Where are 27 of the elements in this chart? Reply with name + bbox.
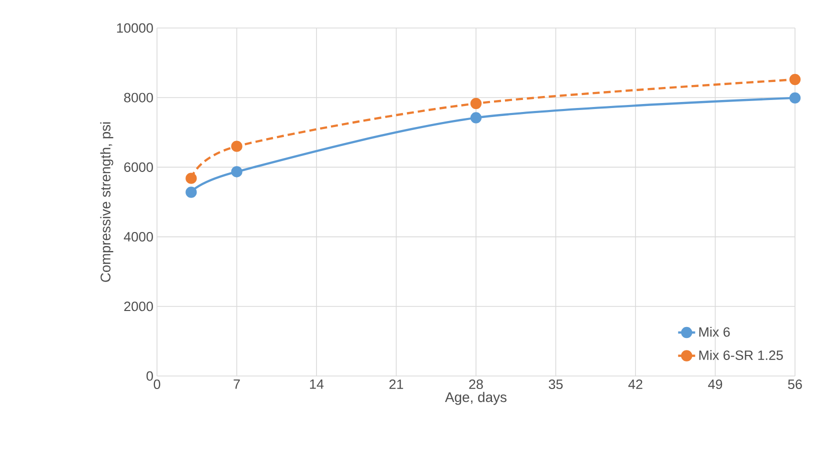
x-tick-label: 28 (469, 380, 483, 390)
point (470, 112, 482, 124)
point (789, 74, 801, 86)
point (186, 186, 197, 198)
point (186, 172, 197, 184)
x-tick-label: 49 (708, 380, 722, 390)
y-tick-label: 2000 (124, 302, 153, 312)
x-tick-label: 14 (310, 380, 324, 389)
legend-label: Mix 6-SR 1.25 (699, 350, 783, 360)
y-tick-label: 6000 (124, 162, 153, 172)
y-axis-title: Compressive strength, psi (100, 122, 114, 282)
x-tick-label: 42 (628, 380, 642, 389)
x-tick-label: 35 (548, 380, 563, 390)
x-tick-label: 56 (788, 380, 802, 390)
x-tick-label: 21 (389, 380, 404, 389)
point (470, 98, 482, 110)
point (231, 166, 242, 178)
point (231, 140, 242, 152)
y-tick-label: 0 (146, 371, 153, 381)
y-tick-label: 10000 (117, 23, 153, 33)
legend-label: Mix 6 (699, 326, 730, 337)
y-tick-label: 8000 (124, 92, 153, 102)
point (789, 92, 801, 104)
x-tick-label: 7 (234, 380, 240, 389)
x-tick-label: 0 (154, 380, 160, 390)
x-axis-title: Age, days (445, 392, 506, 405)
y-tick-label: 4000 (124, 232, 153, 242)
